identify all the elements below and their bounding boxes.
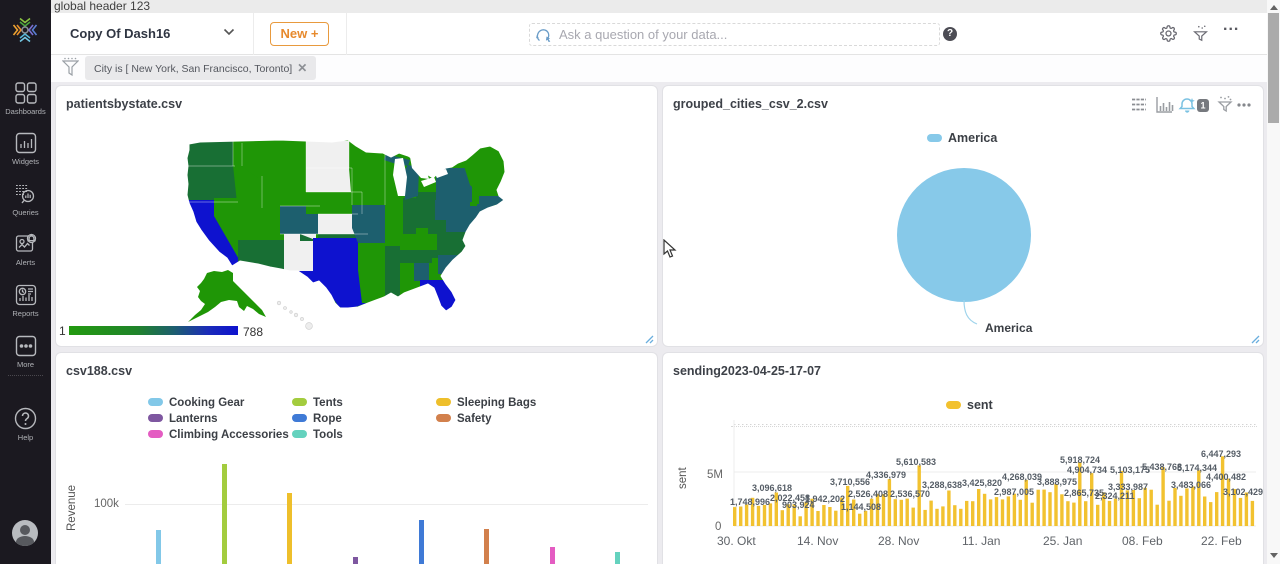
svg-text:1,748,996: 1,748,996: [730, 497, 770, 507]
svg-text:2,526,408: 2,526,408: [848, 489, 888, 499]
svg-text:1: 1: [59, 324, 66, 338]
svg-text:28. Nov: 28. Nov: [878, 534, 919, 548]
svg-text:5,438,768: 5,438,768: [1142, 462, 1182, 472]
svg-text:4,336,979: 4,336,979: [866, 470, 906, 480]
svg-text:3,102,429: 3,102,429: [1223, 487, 1263, 497]
svg-text:14. Nov: 14. Nov: [797, 534, 838, 548]
svg-text:3,710,556: 3,710,556: [830, 477, 870, 487]
svg-text:5,174,344: 5,174,344: [1177, 463, 1217, 473]
svg-text:2,987,005: 2,987,005: [994, 487, 1034, 497]
svg-text:4,400,482: 4,400,482: [1206, 472, 1246, 482]
svg-text:6,447,293: 6,447,293: [1201, 449, 1241, 459]
svg-text:25. Jan: 25. Jan: [1043, 534, 1082, 548]
svg-text:3,333,987: 3,333,987: [1108, 482, 1148, 492]
svg-text:22. Feb: 22. Feb: [1201, 534, 1242, 548]
svg-text:3,425,820: 3,425,820: [962, 478, 1002, 488]
svg-text:4,268,039: 4,268,039: [1002, 472, 1042, 482]
svg-text:1,942,202: 1,942,202: [805, 494, 845, 504]
svg-text:3,483,066: 3,483,066: [1171, 480, 1211, 490]
svg-text:3,288,638: 3,288,638: [922, 480, 962, 490]
svg-text:2,022,458: 2,022,458: [770, 493, 810, 503]
svg-text:4,904,734: 4,904,734: [1067, 465, 1107, 475]
svg-text:3,888,975: 3,888,975: [1037, 477, 1077, 487]
svg-text:5,610,583: 5,610,583: [896, 457, 936, 467]
svg-text:1: 1: [1200, 101, 1205, 111]
svg-text:1,144,508: 1,144,508: [841, 502, 881, 512]
svg-text:08. Feb: 08. Feb: [1122, 534, 1163, 548]
svg-text:788: 788: [243, 325, 263, 339]
svg-text:903,924: 903,924: [782, 500, 815, 510]
svg-text:2,536,570: 2,536,570: [890, 489, 930, 499]
svg-text:2,324,211: 2,324,211: [1095, 491, 1135, 501]
svg-text:11. Jan: 11. Jan: [962, 534, 1000, 548]
svg-text:2,865,735: 2,865,735: [1064, 488, 1104, 498]
svg-text:3,096,618: 3,096,618: [752, 483, 792, 493]
svg-text:30. Okt: 30. Okt: [717, 534, 756, 548]
svg-text:5,918,724: 5,918,724: [1060, 455, 1100, 465]
svg-text:5,103,175: 5,103,175: [1110, 465, 1150, 475]
